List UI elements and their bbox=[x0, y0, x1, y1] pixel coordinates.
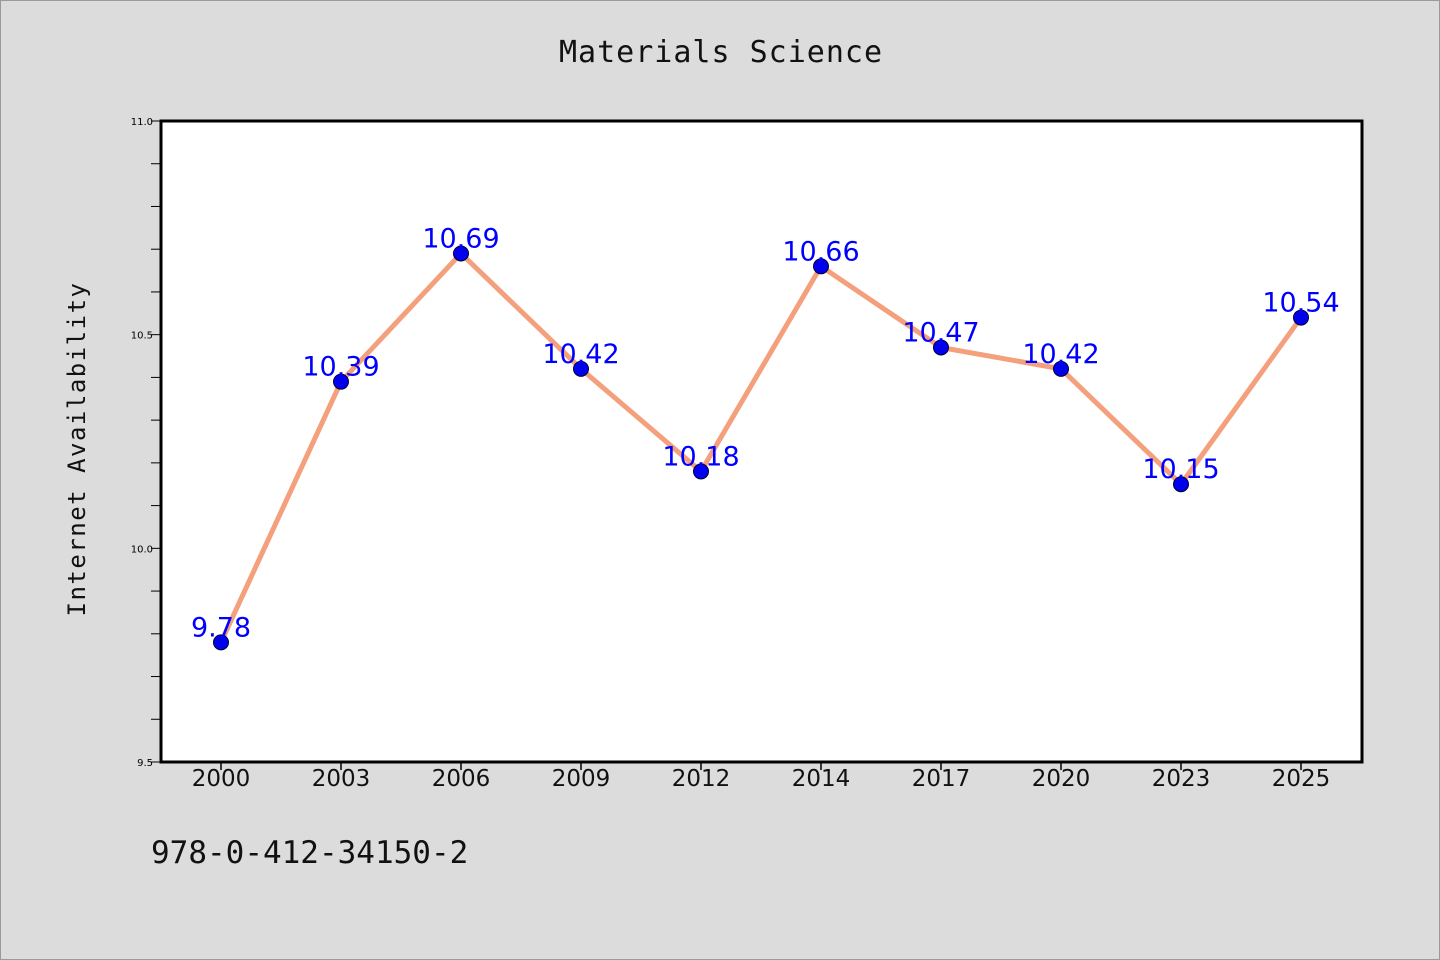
x-tick-label: 2009 bbox=[552, 766, 611, 792]
data-point bbox=[213, 634, 229, 651]
x-tick-label: 2014 bbox=[792, 766, 851, 792]
data-label: 10.15 bbox=[1142, 454, 1219, 485]
data-point bbox=[693, 463, 709, 480]
chart-title: Materials Science bbox=[558, 35, 884, 70]
footer-identifier: 978-0-412-34150-2 bbox=[151, 835, 469, 871]
x-tick-label: 2012 bbox=[672, 766, 731, 792]
data-label: 9.78 bbox=[191, 612, 251, 643]
data-label: 10.42 bbox=[542, 339, 619, 370]
data-label: 10.69 bbox=[422, 223, 499, 254]
y-tick-label: 10.0 bbox=[131, 544, 153, 555]
data-point bbox=[1173, 476, 1189, 493]
x-tick-label: 2000 bbox=[192, 766, 251, 792]
data-point bbox=[813, 258, 829, 275]
x-tick-label: 2025 bbox=[1272, 766, 1331, 792]
data-point bbox=[1293, 309, 1309, 326]
x-tick-label: 2023 bbox=[1152, 766, 1211, 792]
data-label: 10.54 bbox=[1262, 288, 1339, 319]
x-tick-label: 2020 bbox=[1032, 766, 1091, 792]
data-label: 10.47 bbox=[902, 317, 979, 348]
series-line bbox=[218, 250, 1304, 645]
data-point bbox=[573, 360, 589, 377]
data-label: 10.39 bbox=[302, 352, 379, 383]
data-label: 10.66 bbox=[782, 236, 859, 267]
y-tick-label: 10.5 bbox=[131, 331, 153, 342]
x-tick-label: 2003 bbox=[312, 766, 371, 792]
data-label: 10.42 bbox=[1022, 339, 1099, 370]
data-label: 10.18 bbox=[662, 441, 739, 472]
data-point bbox=[333, 373, 349, 390]
x-tick-label: 2006 bbox=[432, 766, 491, 792]
data-point bbox=[453, 245, 469, 262]
y-tick-label: 11.0 bbox=[131, 117, 153, 128]
plot-area bbox=[159, 119, 1364, 764]
data-point bbox=[933, 339, 949, 356]
x-tick-label: 2017 bbox=[912, 766, 971, 792]
data-point bbox=[1053, 360, 1069, 377]
y-tick-label: 9.5 bbox=[137, 758, 153, 769]
